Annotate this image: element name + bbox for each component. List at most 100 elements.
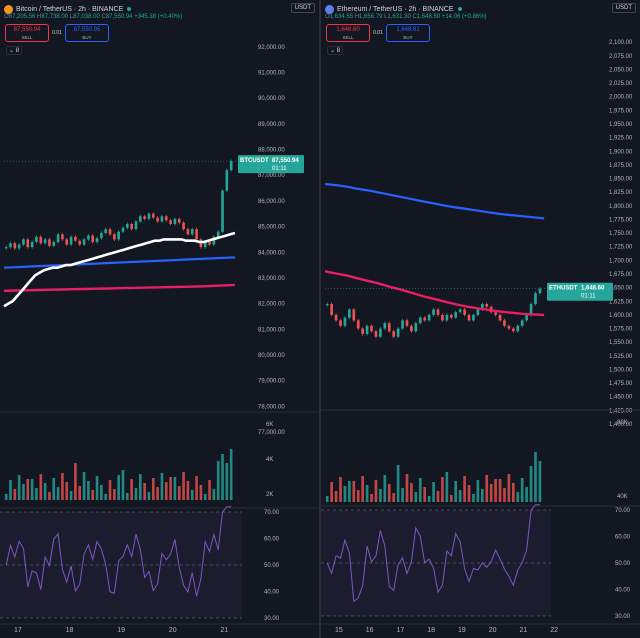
price-axis-tick: 1,850.00	[609, 177, 633, 183]
pane-divider[interactable]	[319, 0, 321, 638]
volume-bar	[387, 484, 391, 502]
volume-bar	[348, 481, 351, 502]
candle-body	[370, 325, 373, 332]
symbol-title[interactable]: Ethereum / TetherUS · 2h · BINANCE	[337, 5, 454, 13]
volume-bar	[476, 480, 480, 502]
candle-body	[449, 314, 453, 318]
currency-selector[interactable]: USDT	[611, 3, 636, 13]
candle-body	[374, 331, 378, 337]
volume-bar	[383, 475, 387, 502]
time-axis-tick: 20	[489, 627, 497, 634]
volume-bar	[69, 491, 73, 500]
candle-body	[104, 229, 107, 233]
time-axis-tick: 15	[335, 627, 343, 634]
sell-button[interactable]: 1,648.60 SELL	[326, 24, 370, 42]
volume-bar	[334, 491, 338, 502]
candle-body	[507, 325, 511, 329]
volume-bar	[134, 488, 138, 500]
volume-bar	[173, 477, 177, 500]
volume-bar	[13, 489, 17, 500]
time-axis-tick: 21	[520, 627, 528, 634]
volume-bar	[401, 488, 404, 502]
price-tag	[547, 282, 613, 301]
price-axis-tick: 1,700.00	[609, 258, 633, 264]
candle-body	[130, 224, 133, 230]
price-axis-tick: 1,975.00	[609, 108, 633, 114]
volume-bar	[441, 477, 444, 502]
volume-bar	[117, 475, 120, 500]
volume-bar	[418, 478, 422, 502]
sell-button[interactable]: 87,550.94 SELL	[5, 24, 49, 42]
volume-bar	[56, 487, 60, 500]
volume-bar	[529, 466, 533, 502]
candle-body	[445, 314, 449, 321]
candle-body	[143, 216, 146, 219]
time-axis-tick: 18	[66, 627, 74, 634]
volume-bar	[78, 486, 82, 500]
candle-body	[208, 241, 211, 245]
indicators-toggle[interactable]: ⌄ 8	[6, 46, 23, 55]
price-axis-tick: 90,000.00	[258, 96, 285, 102]
buy-button[interactable]: 1,648.61 BUY	[386, 24, 430, 42]
rsi-axis-tick: 70.00	[264, 510, 280, 516]
candle-body	[65, 239, 69, 245]
candle-body	[512, 328, 515, 332]
price-axis-tick: 77,000.00	[258, 430, 285, 436]
volume-bar	[4, 494, 8, 500]
candle-body	[190, 229, 194, 235]
candle-body	[35, 236, 38, 242]
candle-body	[330, 304, 333, 315]
volume-bar	[405, 474, 409, 502]
volume-bar	[414, 492, 418, 502]
volume-bar	[454, 481, 458, 502]
time-axis-tick: 21	[220, 627, 228, 634]
candle-body	[383, 323, 387, 329]
volume-axis-tick: 4K	[266, 457, 273, 463]
candle-body	[61, 234, 64, 240]
rsi-axis-tick: 40.00	[615, 588, 631, 594]
volume-bar	[208, 480, 211, 500]
candle-body	[221, 190, 224, 232]
volume-bar	[525, 487, 528, 502]
volume-bar	[126, 493, 129, 500]
btc-chart-canvas[interactable]: 92,000.00 91,000.00 90,000.00 89,000.00 88,0…	[0, 0, 319, 638]
price-axis-tick: 78,000.00	[258, 404, 285, 410]
symbol-title[interactable]: Bitcoin / TetherUS · 2h · BINANCE	[16, 5, 124, 13]
rsi-line	[326, 504, 540, 603]
candle-body	[139, 216, 142, 222]
price-axis-tick: 1,450.00	[609, 395, 633, 401]
eth-chart-canvas[interactable]: 2,100.00 2,075.00 2,050.00 2,025.00 2,000.00…	[321, 0, 640, 638]
candle-body	[361, 328, 364, 334]
volume-bar	[151, 478, 155, 500]
price-axis-tick: 92,000.00	[258, 45, 285, 51]
volume-bar	[177, 486, 181, 500]
indicators-toggle[interactable]: ⌄ 8	[327, 46, 344, 55]
volume-bar	[143, 483, 146, 500]
volume-bar	[494, 479, 497, 502]
candle-body	[126, 224, 129, 228]
price-axis-tick: 2,075.00	[609, 54, 633, 60]
ma-blue-line	[3, 256, 235, 269]
buy-button[interactable]: 87,550.95 BUY	[65, 24, 109, 42]
volume-bar	[100, 485, 103, 500]
volume-bar	[190, 490, 194, 500]
price-tag-symbol: BTCUSDT	[240, 158, 269, 164]
currency-selector[interactable]: USDT	[290, 3, 315, 13]
volume-bar	[43, 483, 47, 500]
rsi-axis-tick: 30.00	[264, 616, 280, 622]
price-axis-tick: 2,100.00	[609, 40, 633, 46]
candle-body	[160, 216, 164, 222]
candle-body	[410, 325, 413, 332]
volume-bar	[164, 482, 168, 500]
price-axis-tick: 1,875.00	[609, 163, 633, 169]
candle-body	[529, 304, 533, 315]
candle-body	[91, 235, 95, 242]
eth-chart-pane[interactable]: Ethereum / TetherUS · 2h · BINANCE USDT …	[321, 0, 640, 638]
time-axis-tick: 18	[427, 627, 435, 634]
candle-body	[147, 213, 151, 219]
btc-chart-pane[interactable]: Bitcoin / TetherUS · 2h · BINANCE USDT O…	[0, 0, 319, 638]
volume-bar	[343, 486, 347, 502]
candle-body	[100, 233, 103, 239]
price-tag-symbol: ETHUSDT	[549, 286, 578, 292]
candle-body	[229, 161, 233, 171]
